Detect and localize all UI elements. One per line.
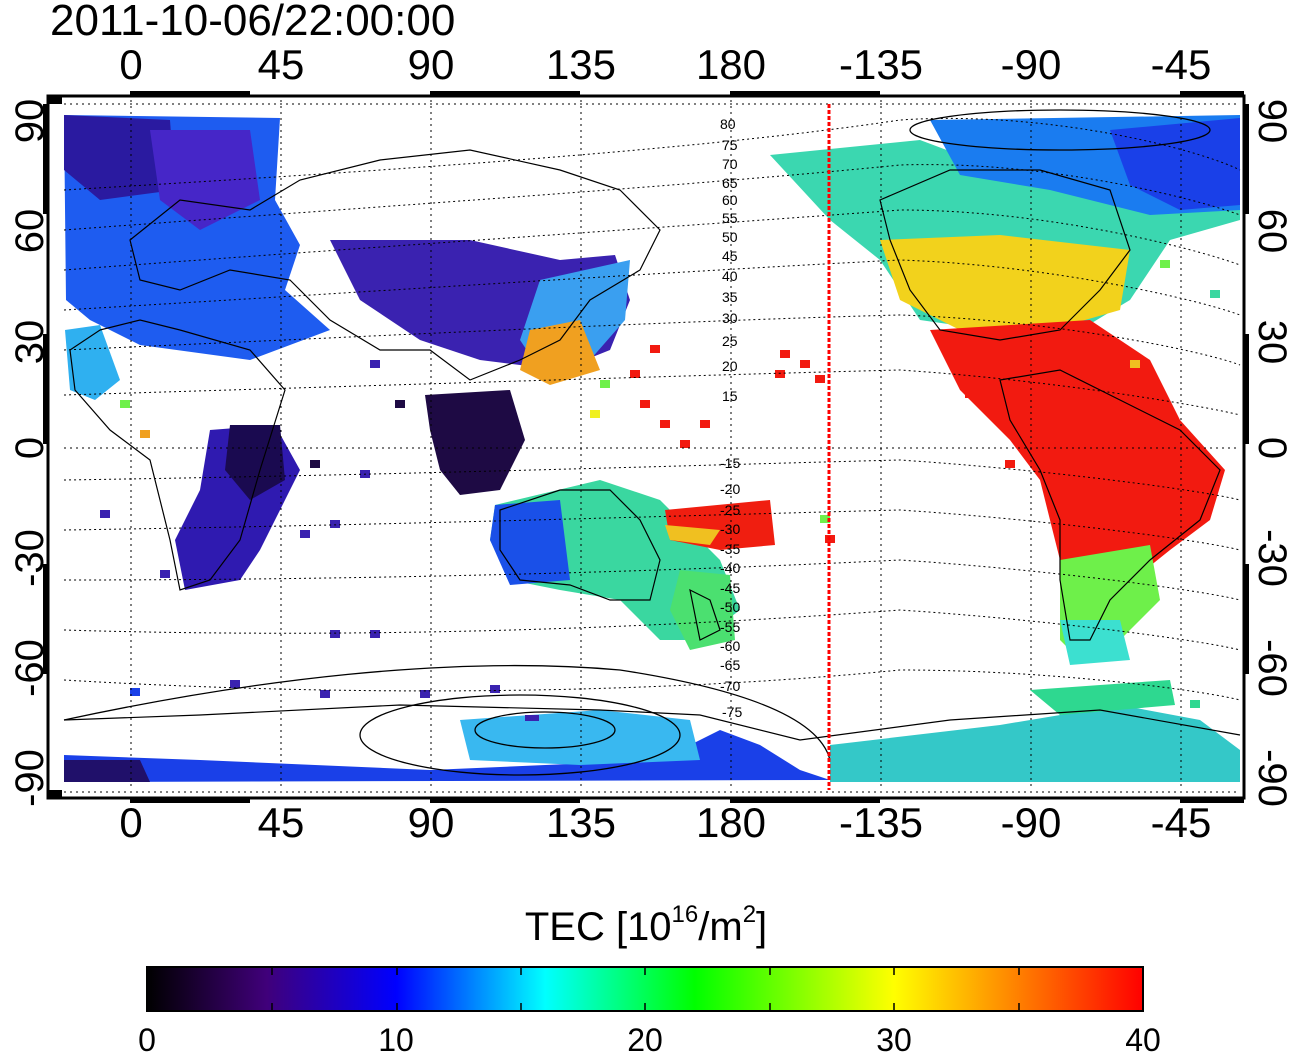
contour-label-m45: -45 — [720, 580, 741, 596]
tec-region-se-asia — [520, 320, 600, 385]
top-lon-label-m135: -135 — [838, 41, 924, 88]
magnetic-latitude-contours — [63, 117, 1241, 701]
top-lon-label-180: 180 — [695, 41, 767, 88]
contour-label-50: 50 — [722, 229, 738, 245]
colorbar-tick-30: 30 — [876, 1022, 912, 1058]
bottom-lon-label-m135: -135 — [838, 799, 924, 846]
top-lon-label-m45: -45 — [1150, 41, 1212, 88]
tec-region-antarctic-pen — [1030, 680, 1175, 715]
contour-label-m20: -20 — [720, 481, 741, 497]
contour-label-m75: -75 — [722, 704, 743, 720]
bottom-lon-label-0: 0 — [119, 799, 143, 846]
contour-label-m15: -15 — [720, 455, 741, 471]
contour-label-45: 45 — [722, 248, 738, 264]
tec-scatter-points — [100, 260, 1220, 721]
tec-region-antarctic-dark — [64, 760, 150, 782]
frame-ticks — [43, 91, 1249, 803]
coastlines — [63, 149, 1241, 741]
colorbar-tick-10: 10 — [378, 1022, 414, 1058]
tec-region-patagonia — [1060, 620, 1130, 665]
contour-label-m50: -50 — [720, 599, 741, 615]
tec-region-s-america — [930, 320, 1225, 600]
contour-label-30: 30 — [722, 310, 738, 326]
colorbar-title-exp2: 2 — [742, 901, 757, 928]
bottom-lon-label-45: 45 — [257, 799, 305, 846]
colorbar-ticks — [271, 967, 1020, 1011]
tec-region-n-america-mid — [880, 235, 1130, 330]
tec-region-indonesia — [425, 390, 525, 495]
contour-label-25: 25 — [722, 333, 738, 349]
contour-label-20: 20 — [722, 358, 738, 374]
contour-label-m60: -60 — [720, 638, 741, 654]
contour-label-40: 40 — [722, 268, 738, 284]
tec-region-antarctica-west — [830, 705, 1240, 782]
bottom-lon-label-180: 180 — [695, 799, 767, 846]
contour-label-80: 80 — [720, 116, 736, 132]
top-lon-label-0: 0 — [119, 41, 143, 88]
contour-label-35: 35 — [722, 289, 738, 305]
magnetic-pole-contours — [63, 109, 1211, 776]
tec-region-east-africa — [225, 425, 285, 500]
contour-label-m25: -25 — [720, 502, 741, 518]
contour-label-70: 70 — [722, 156, 738, 172]
contour-label-15: 15 — [722, 388, 738, 404]
tec-region-tasman-edge — [665, 525, 720, 545]
tec-region-w-australia — [490, 500, 570, 585]
tec-region-antarctica-coast — [460, 710, 700, 765]
map-frame — [46, 94, 1246, 800]
top-lon-label-45: 45 — [257, 41, 305, 88]
tec-region-greenland — [1110, 118, 1240, 210]
contour-label-75: 75 — [722, 137, 738, 153]
colorbar-tick-20: 20 — [627, 1022, 663, 1058]
contour-label-m40: -40 — [720, 560, 741, 576]
bottom-lon-label-m90: -90 — [1000, 799, 1062, 846]
bottom-lon-label-90: 90 — [407, 799, 455, 846]
colorbar-title-exp1: 16 — [671, 901, 699, 928]
top-lon-label-90: 90 — [407, 41, 455, 88]
contour-label-m65: -65 — [720, 657, 741, 673]
map-timestamp: 2011-10-06/22:00:00 — [50, 0, 456, 45]
contour-label-60: 60 — [722, 192, 738, 208]
colorbar-tick-0: 0 — [138, 1022, 156, 1058]
top-lon-label-m90: -90 — [1000, 41, 1062, 88]
tec-region-scandinavia — [150, 130, 260, 230]
tec-region-arctic-europe — [64, 115, 175, 200]
colorbar-title-prefix: TEC [10 — [524, 905, 672, 949]
colorbar-title-mid: /m — [698, 905, 743, 949]
graticule-grid — [64, 100, 1240, 793]
contour-label-m35: -35 — [720, 541, 741, 557]
bottom-lon-label-135: 135 — [545, 799, 617, 846]
contour-label-m30: -30 — [720, 521, 741, 537]
colorbar-tick-40: 40 — [1125, 1022, 1161, 1058]
contour-label-65: 65 — [722, 175, 738, 191]
bottom-lon-label-m45: -45 — [1150, 799, 1212, 846]
colorbar-title: TEC [1016/m2] — [0, 903, 1292, 951]
contour-label-m70: -70 — [720, 678, 741, 694]
colorbar-title-suffix: ] — [756, 905, 768, 949]
top-lon-label-135: 135 — [545, 41, 617, 88]
contour-label-55: 55 — [722, 210, 738, 226]
tec-region-w-africa — [65, 325, 120, 400]
tec-region-antarctica-east — [64, 730, 830, 782]
contour-label-m55: -55 — [720, 619, 741, 635]
